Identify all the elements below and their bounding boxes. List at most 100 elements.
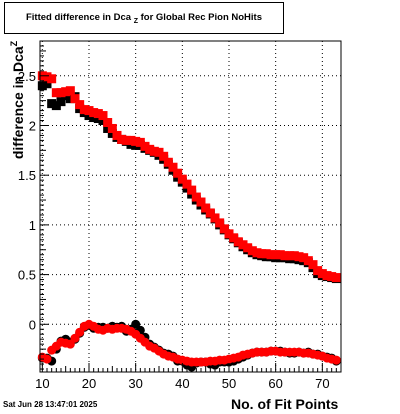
- data-point: [327, 272, 337, 282]
- data-point: [289, 251, 299, 261]
- x-tick-label: 20: [82, 376, 96, 391]
- x-axis-label: No. of Fit Points: [231, 396, 339, 412]
- data-point: [247, 246, 257, 256]
- data-point: [252, 248, 262, 258]
- y-axis-label-main: difference in Dca: [10, 46, 26, 160]
- data-point: [177, 174, 187, 184]
- data-point: [219, 224, 229, 234]
- data-point: [168, 162, 178, 172]
- data-point: [84, 106, 94, 116]
- data-point: [65, 86, 75, 96]
- data-point: [42, 79, 52, 89]
- data-point: [257, 249, 267, 259]
- data-point: [280, 251, 290, 261]
- data-point: [126, 135, 136, 145]
- data-point: [285, 251, 295, 261]
- data-point: [294, 252, 304, 262]
- data-point: [51, 88, 61, 98]
- data-point: [224, 229, 234, 239]
- chart-title: Fitted difference in Dca Z for Global Re…: [5, 12, 283, 25]
- data-point: [196, 197, 206, 207]
- y-tick-label: 0.5: [18, 268, 36, 283]
- chart-title-main: Fitted difference in Dca: [25, 12, 132, 23]
- data-point: [107, 128, 117, 138]
- y-axis-label: difference in DcaZ: [9, 40, 26, 160]
- data-point: [243, 243, 253, 253]
- data-point: [271, 250, 281, 260]
- date-stamp: Sat Jun 28 13:47:01 2025: [3, 400, 98, 409]
- series-1-upper: [37, 71, 341, 283]
- chart-title-subscript: Z: [133, 18, 138, 25]
- tick-labels: 10 20 30 40 50 60 70 0 0.5 1 1.5 2 2.5: [18, 69, 330, 391]
- y-axis-label-subscript: Z: [9, 40, 19, 47]
- data-point: [331, 355, 341, 365]
- y-tick-label: 0: [29, 317, 36, 332]
- y-tick-label: 1: [29, 218, 36, 233]
- x-tick-label: 50: [222, 376, 236, 391]
- chart-title-rest: for Global Rec Pion NoHits: [140, 12, 263, 23]
- data-point: [42, 354, 52, 364]
- data-point: [79, 105, 89, 115]
- data-point: [84, 111, 94, 121]
- data-point: [89, 108, 99, 118]
- data-point: [135, 137, 145, 147]
- y-tick-label: 1.5: [18, 168, 36, 183]
- data-point: [51, 101, 61, 111]
- data-point: [107, 123, 117, 133]
- data-point: [145, 144, 155, 154]
- data-point: [65, 94, 75, 104]
- data-point: [187, 185, 197, 195]
- data-point: [317, 269, 327, 279]
- data-point: [93, 114, 103, 124]
- data-point: [205, 208, 215, 218]
- data-point: [238, 240, 248, 250]
- axis-ticks: [40, 45, 337, 372]
- data-points: [37, 71, 341, 372]
- data-point: [89, 113, 99, 123]
- data-point: [191, 192, 201, 202]
- data-point: [121, 135, 131, 145]
- data-point: [275, 250, 285, 260]
- data-point: [47, 99, 57, 109]
- data-point: [149, 146, 159, 156]
- data-point: [163, 157, 173, 167]
- x-tick-label: 70: [315, 376, 329, 391]
- plot-frame: [39, 40, 342, 373]
- data-point: [56, 97, 66, 107]
- data-point: [131, 136, 141, 146]
- data-point: [173, 168, 183, 178]
- x-tick-label: 60: [268, 376, 282, 391]
- data-point: [308, 260, 318, 270]
- data-point: [299, 253, 309, 263]
- data-point: [313, 266, 323, 276]
- data-point: [159, 151, 169, 161]
- data-point: [154, 147, 164, 157]
- data-point: [112, 130, 122, 140]
- data-point: [103, 118, 113, 128]
- x-tick-label: 30: [128, 376, 142, 391]
- data-point: [210, 213, 220, 223]
- y-tick-label: 2.5: [18, 69, 36, 84]
- data-point: [42, 72, 52, 82]
- data-point: [261, 249, 271, 259]
- data-point: [98, 116, 108, 126]
- data-point: [117, 134, 127, 144]
- data-point: [98, 111, 108, 121]
- data-point: [331, 273, 341, 283]
- data-point: [201, 203, 211, 213]
- data-point: [93, 109, 103, 119]
- y-tick-label: 2: [29, 118, 36, 133]
- data-point: [182, 179, 192, 189]
- data-point: [103, 123, 113, 133]
- series-3-lower: [37, 319, 341, 367]
- data-point: [61, 87, 71, 97]
- data-point: [233, 237, 243, 247]
- x-tick-label: 10: [35, 376, 49, 391]
- data-point: [140, 141, 150, 151]
- data-point: [56, 88, 66, 98]
- data-point: [303, 256, 313, 266]
- data-point: [322, 271, 332, 281]
- data-point: [75, 100, 85, 110]
- chart-title-box: Fitted difference in Dca Z for Global Re…: [4, 2, 284, 34]
